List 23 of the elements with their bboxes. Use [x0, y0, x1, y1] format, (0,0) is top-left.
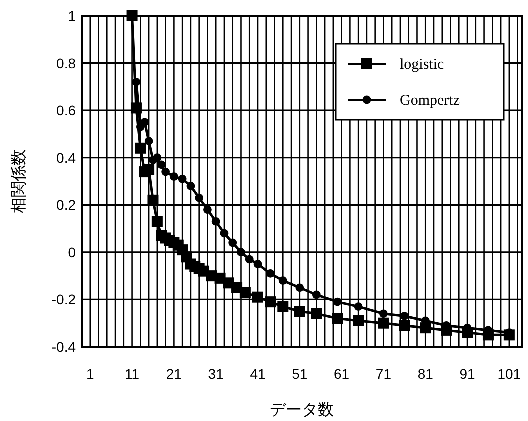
y-axis-title: 相関係数 [10, 150, 28, 214]
legend-label: logistic [400, 57, 445, 73]
x-tick-label: 61 [334, 366, 350, 382]
ytick: -0.2 [52, 292, 76, 308]
x-tick-label: 31 [208, 366, 224, 382]
x-tick-label: 41 [250, 366, 266, 382]
x-tick-label: 11 [125, 366, 140, 382]
x-tick-label: 1 [86, 366, 94, 382]
x-tick-label: 21 [166, 366, 182, 382]
x-tick-label: 71 [376, 366, 392, 382]
ytick: 0.6 [56, 102, 76, 119]
x-tick-label: 101 [498, 366, 522, 382]
ytick: -0.4 [52, 339, 76, 355]
x-tick-label: 81 [418, 366, 434, 382]
ytick: 0.4 [56, 150, 76, 166]
x-tick-label: 51 [292, 366, 308, 382]
ytick: 1 [68, 8, 76, 24]
x-tick-label: 91 [460, 366, 476, 382]
ytick: 0 [68, 244, 76, 260]
legend-label: Gompertz [400, 93, 460, 109]
ytick: 0.2 [56, 197, 76, 214]
ytick: 0.8 [56, 55, 76, 72]
x-axis-title: データ数 [270, 402, 334, 419]
